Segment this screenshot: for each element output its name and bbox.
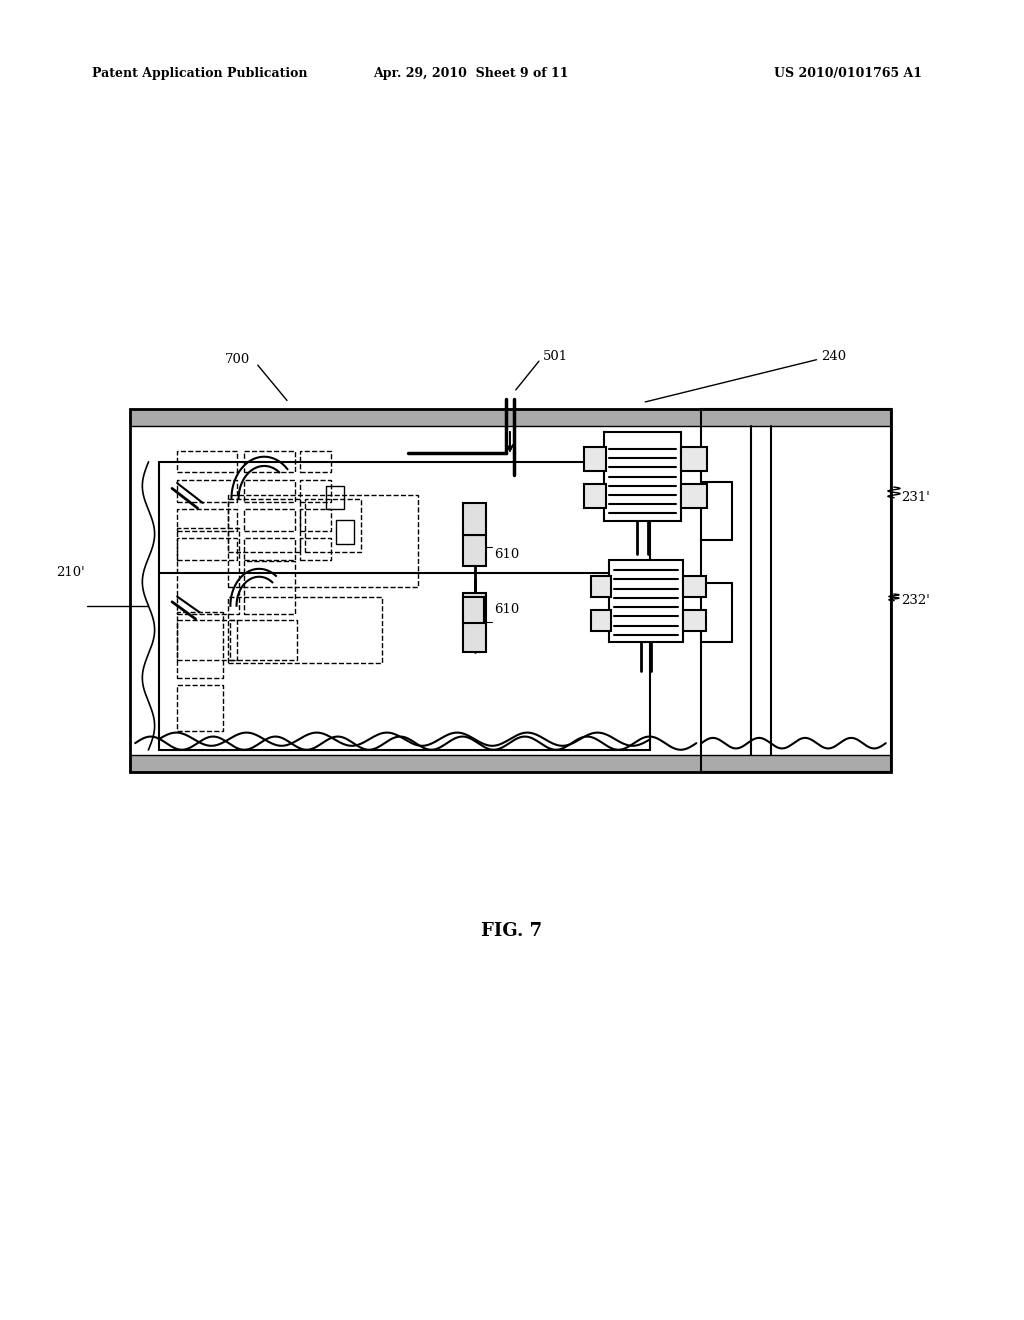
Bar — [244, 451, 295, 473]
Text: 501: 501 — [543, 350, 568, 363]
Text: 700: 700 — [225, 352, 251, 366]
Bar — [177, 451, 237, 473]
Bar — [604, 432, 681, 521]
Bar — [300, 510, 331, 531]
Bar — [584, 484, 606, 508]
Bar — [159, 462, 650, 750]
Bar — [300, 480, 331, 502]
Bar — [609, 560, 683, 642]
Bar — [177, 685, 223, 731]
Text: Apr. 29, 2010  Sheet 9 of 11: Apr. 29, 2010 Sheet 9 of 11 — [374, 67, 568, 81]
Bar — [177, 539, 237, 560]
Bar — [701, 409, 891, 772]
Bar — [177, 480, 237, 502]
Bar — [305, 499, 361, 552]
Bar — [584, 447, 606, 471]
Bar — [300, 451, 331, 473]
Bar — [228, 597, 382, 663]
Bar — [244, 510, 295, 531]
Bar — [591, 576, 611, 597]
Bar — [681, 484, 707, 508]
Bar — [681, 447, 707, 471]
Bar — [244, 539, 295, 560]
Bar — [244, 480, 295, 502]
Bar — [244, 561, 295, 614]
Bar — [300, 539, 331, 560]
Text: FIG. 7: FIG. 7 — [481, 921, 543, 940]
Bar — [683, 576, 706, 597]
Bar — [701, 426, 891, 755]
Bar — [130, 409, 891, 772]
Bar — [228, 499, 300, 552]
Bar — [230, 620, 297, 660]
Bar — [177, 510, 237, 531]
Bar — [591, 610, 611, 631]
Bar — [177, 620, 237, 660]
Bar — [464, 593, 486, 622]
Bar — [683, 610, 706, 631]
Bar — [464, 597, 484, 623]
Bar — [130, 755, 891, 772]
Text: 232': 232' — [901, 594, 930, 607]
Text: 240: 240 — [821, 350, 847, 363]
Bar — [177, 612, 223, 678]
Bar — [326, 486, 344, 510]
Bar — [336, 520, 354, 544]
Text: US 2010/0101765 A1: US 2010/0101765 A1 — [773, 67, 922, 81]
Text: 210': 210' — [56, 566, 85, 579]
Text: 610: 610 — [495, 548, 519, 561]
Bar — [177, 528, 239, 614]
Text: Patent Application Publication: Patent Application Publication — [92, 67, 307, 81]
Bar — [464, 622, 486, 652]
Bar — [464, 503, 486, 535]
Bar — [130, 409, 891, 426]
Text: 610: 610 — [495, 603, 519, 615]
Text: 231': 231' — [901, 491, 930, 504]
Bar — [464, 535, 486, 566]
Bar — [228, 495, 418, 587]
